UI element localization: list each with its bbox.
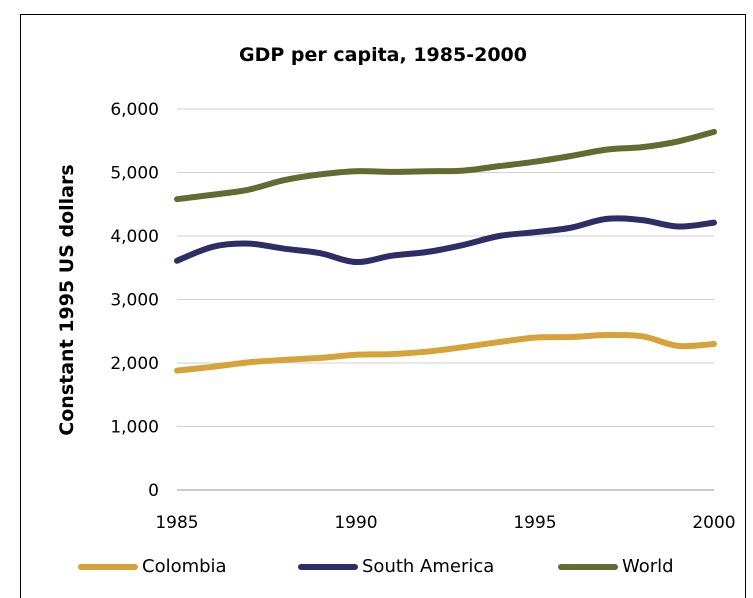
legend-label: South America bbox=[362, 556, 495, 577]
y-tick-label: 1,000 bbox=[110, 418, 159, 438]
x-tick-label: 1995 bbox=[513, 513, 556, 533]
y-tick-label: 0 bbox=[148, 481, 159, 501]
y-tick-label: 3,000 bbox=[110, 291, 159, 311]
chart-legend: Colombia South America World bbox=[0, 556, 753, 586]
x-tick-label: 1990 bbox=[334, 513, 377, 533]
y-tick-label: 5,000 bbox=[110, 164, 159, 184]
legend-swatch bbox=[78, 563, 138, 570]
y-tick-label: 2,000 bbox=[110, 354, 159, 374]
legend-item-world: World bbox=[558, 556, 674, 577]
x-tick-label: 2000 bbox=[692, 513, 735, 533]
y-tick-label: 4,000 bbox=[110, 227, 159, 247]
legend-label: Colombia bbox=[142, 556, 227, 577]
legend-item-south-america: South America bbox=[298, 556, 494, 577]
x-tick-label: 1985 bbox=[155, 513, 198, 533]
legend-label: World bbox=[622, 556, 674, 577]
y-tick-label: 6,000 bbox=[110, 100, 159, 120]
series-line-world bbox=[174, 128, 717, 203]
legend-swatch bbox=[558, 563, 618, 570]
series-line-south-america bbox=[174, 215, 717, 266]
series-line-colombia bbox=[174, 331, 717, 374]
legend-item-colombia: Colombia bbox=[78, 556, 227, 577]
chart-frame bbox=[20, 14, 746, 598]
legend-swatch bbox=[298, 563, 358, 570]
chart-title: GDP per capita, 1985-2000 bbox=[239, 44, 527, 66]
